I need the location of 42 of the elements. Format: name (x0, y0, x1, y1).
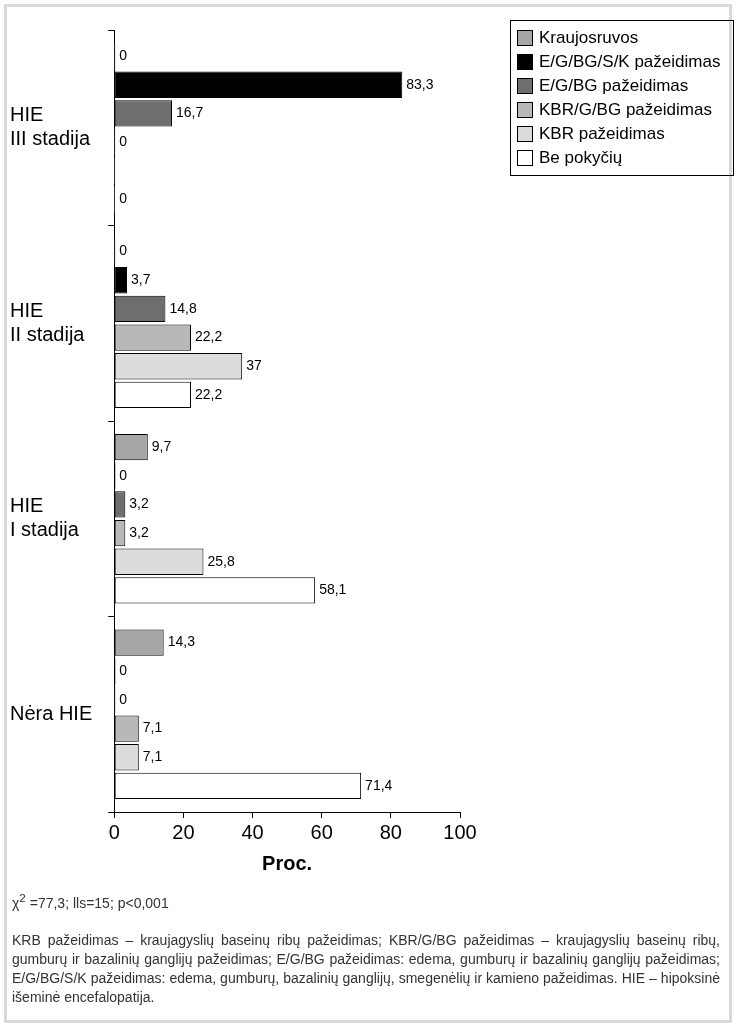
data-label: 71,4 (365, 776, 393, 793)
data-label: 16,7 (175, 104, 204, 121)
x-tick-label: 0 (108, 820, 120, 843)
y-tick-label: HIE II stadija (10, 298, 86, 345)
legend-label: E/G/BG pažeidimas (539, 75, 689, 97)
data-label: 22,2 (195, 385, 223, 402)
data-label: 3,2 (129, 495, 149, 512)
legend-label: Kraujosruvos (539, 27, 639, 49)
data-label: 0 (119, 242, 128, 259)
text: χ$^{2}$ =77,3; lls=15; p<0,001 (12, 890, 170, 913)
y-tick-label: HIE I stadija (10, 494, 80, 541)
x-axis-title: Proc. (262, 851, 313, 874)
data-label: 3,7 (131, 271, 151, 288)
data-label: 0 (119, 662, 128, 679)
data-label: 0 (119, 190, 128, 207)
data-label: 9,7 (151, 437, 172, 454)
y-tick-label: HIE III stadija (10, 103, 91, 150)
data-label: 58,1 (319, 581, 347, 598)
data-label: 37 (246, 357, 262, 374)
x-tick-label: 100 (443, 820, 477, 843)
data-label: 7,1 (142, 748, 163, 765)
legend-label: E/G/BG/S/K pažeidimas (539, 51, 721, 73)
data-label: 0 (119, 466, 128, 483)
data-label: 25,8 (207, 552, 235, 569)
data-label: 14,8 (169, 299, 197, 316)
data-label: 7,1 (142, 719, 163, 736)
legend-label: KBR/G/BG pažeidimas (539, 99, 712, 121)
legend-label: KBR pažeidimas (539, 123, 665, 145)
data-label: 83,3 (406, 75, 434, 92)
data-label: 0 (119, 132, 128, 149)
x-tick-label: 20 (172, 820, 195, 843)
data-label: 3,2 (129, 523, 149, 540)
text: KRB pažeidimas – kraujagyslių baseinų ribų pažeidimas; KBR/G/BG pažeidimas – kraujagyslių baseinų ribų, gumburų ir bazalinių ganglijų pažeidimas; E/G/BG pažeidimas: edema, gumburų ir bazalinių ganglijų pažeidimas; E/G/BG/S/K pažeidimas: edema, gumburų, bazalinių ganglijų, smegenėlių ir kamieno pažeidimas. HIE – hipoksinė išeminė encefalopatija. (12, 930, 720, 1007)
text: Be pokyčių (539, 147, 623, 169)
x-tick-label: 80 (379, 820, 402, 843)
data-label: 14,3 (167, 633, 196, 650)
x-tick-label: 40 (241, 820, 264, 843)
data-label: 0 (119, 46, 128, 63)
data-label: 22,2 (195, 328, 223, 345)
data-label: 0 (119, 690, 128, 707)
x-tick-label: 60 (310, 820, 333, 843)
y-tick-label: Nėra HIE (10, 701, 93, 724)
